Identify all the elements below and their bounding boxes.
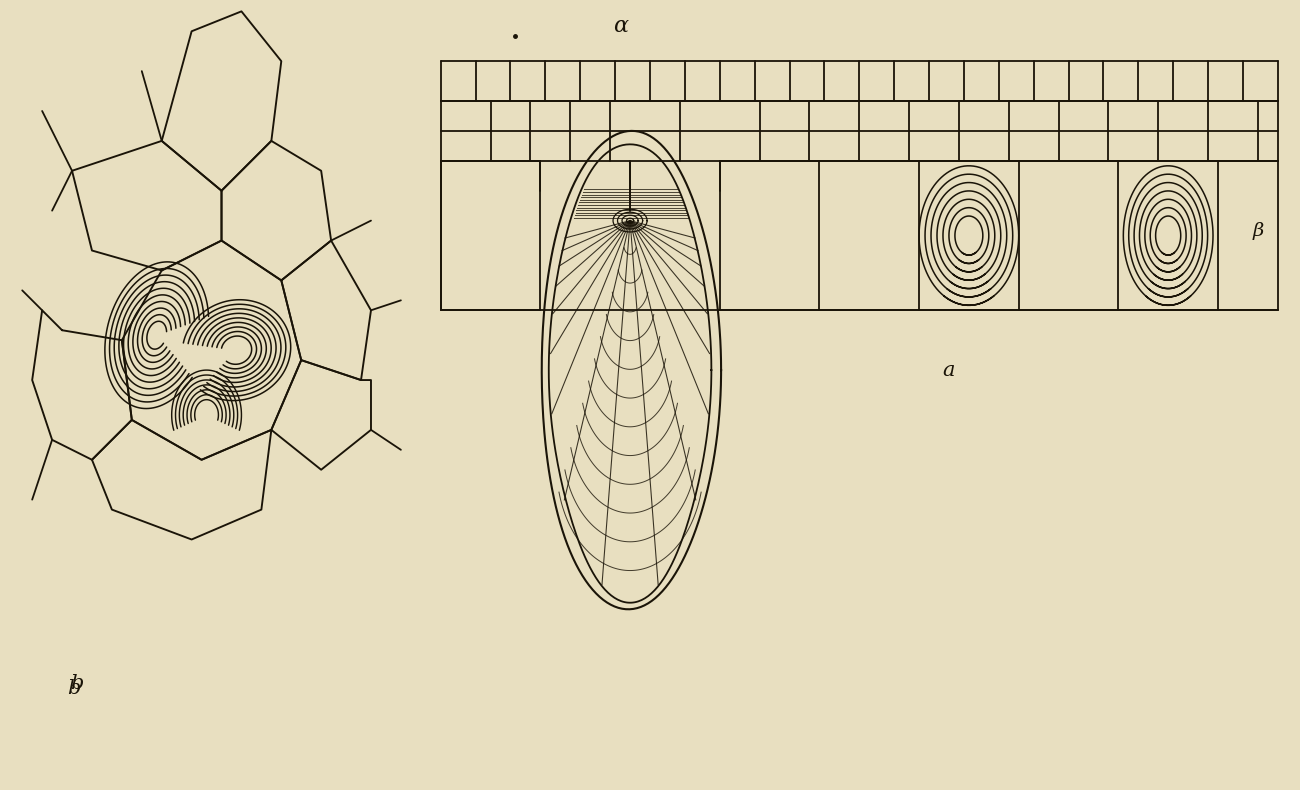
Text: b: b <box>70 675 83 694</box>
Text: a: a <box>942 360 956 379</box>
Text: β: β <box>1253 221 1264 239</box>
Text: b: b <box>68 679 81 698</box>
Text: α: α <box>612 15 628 37</box>
